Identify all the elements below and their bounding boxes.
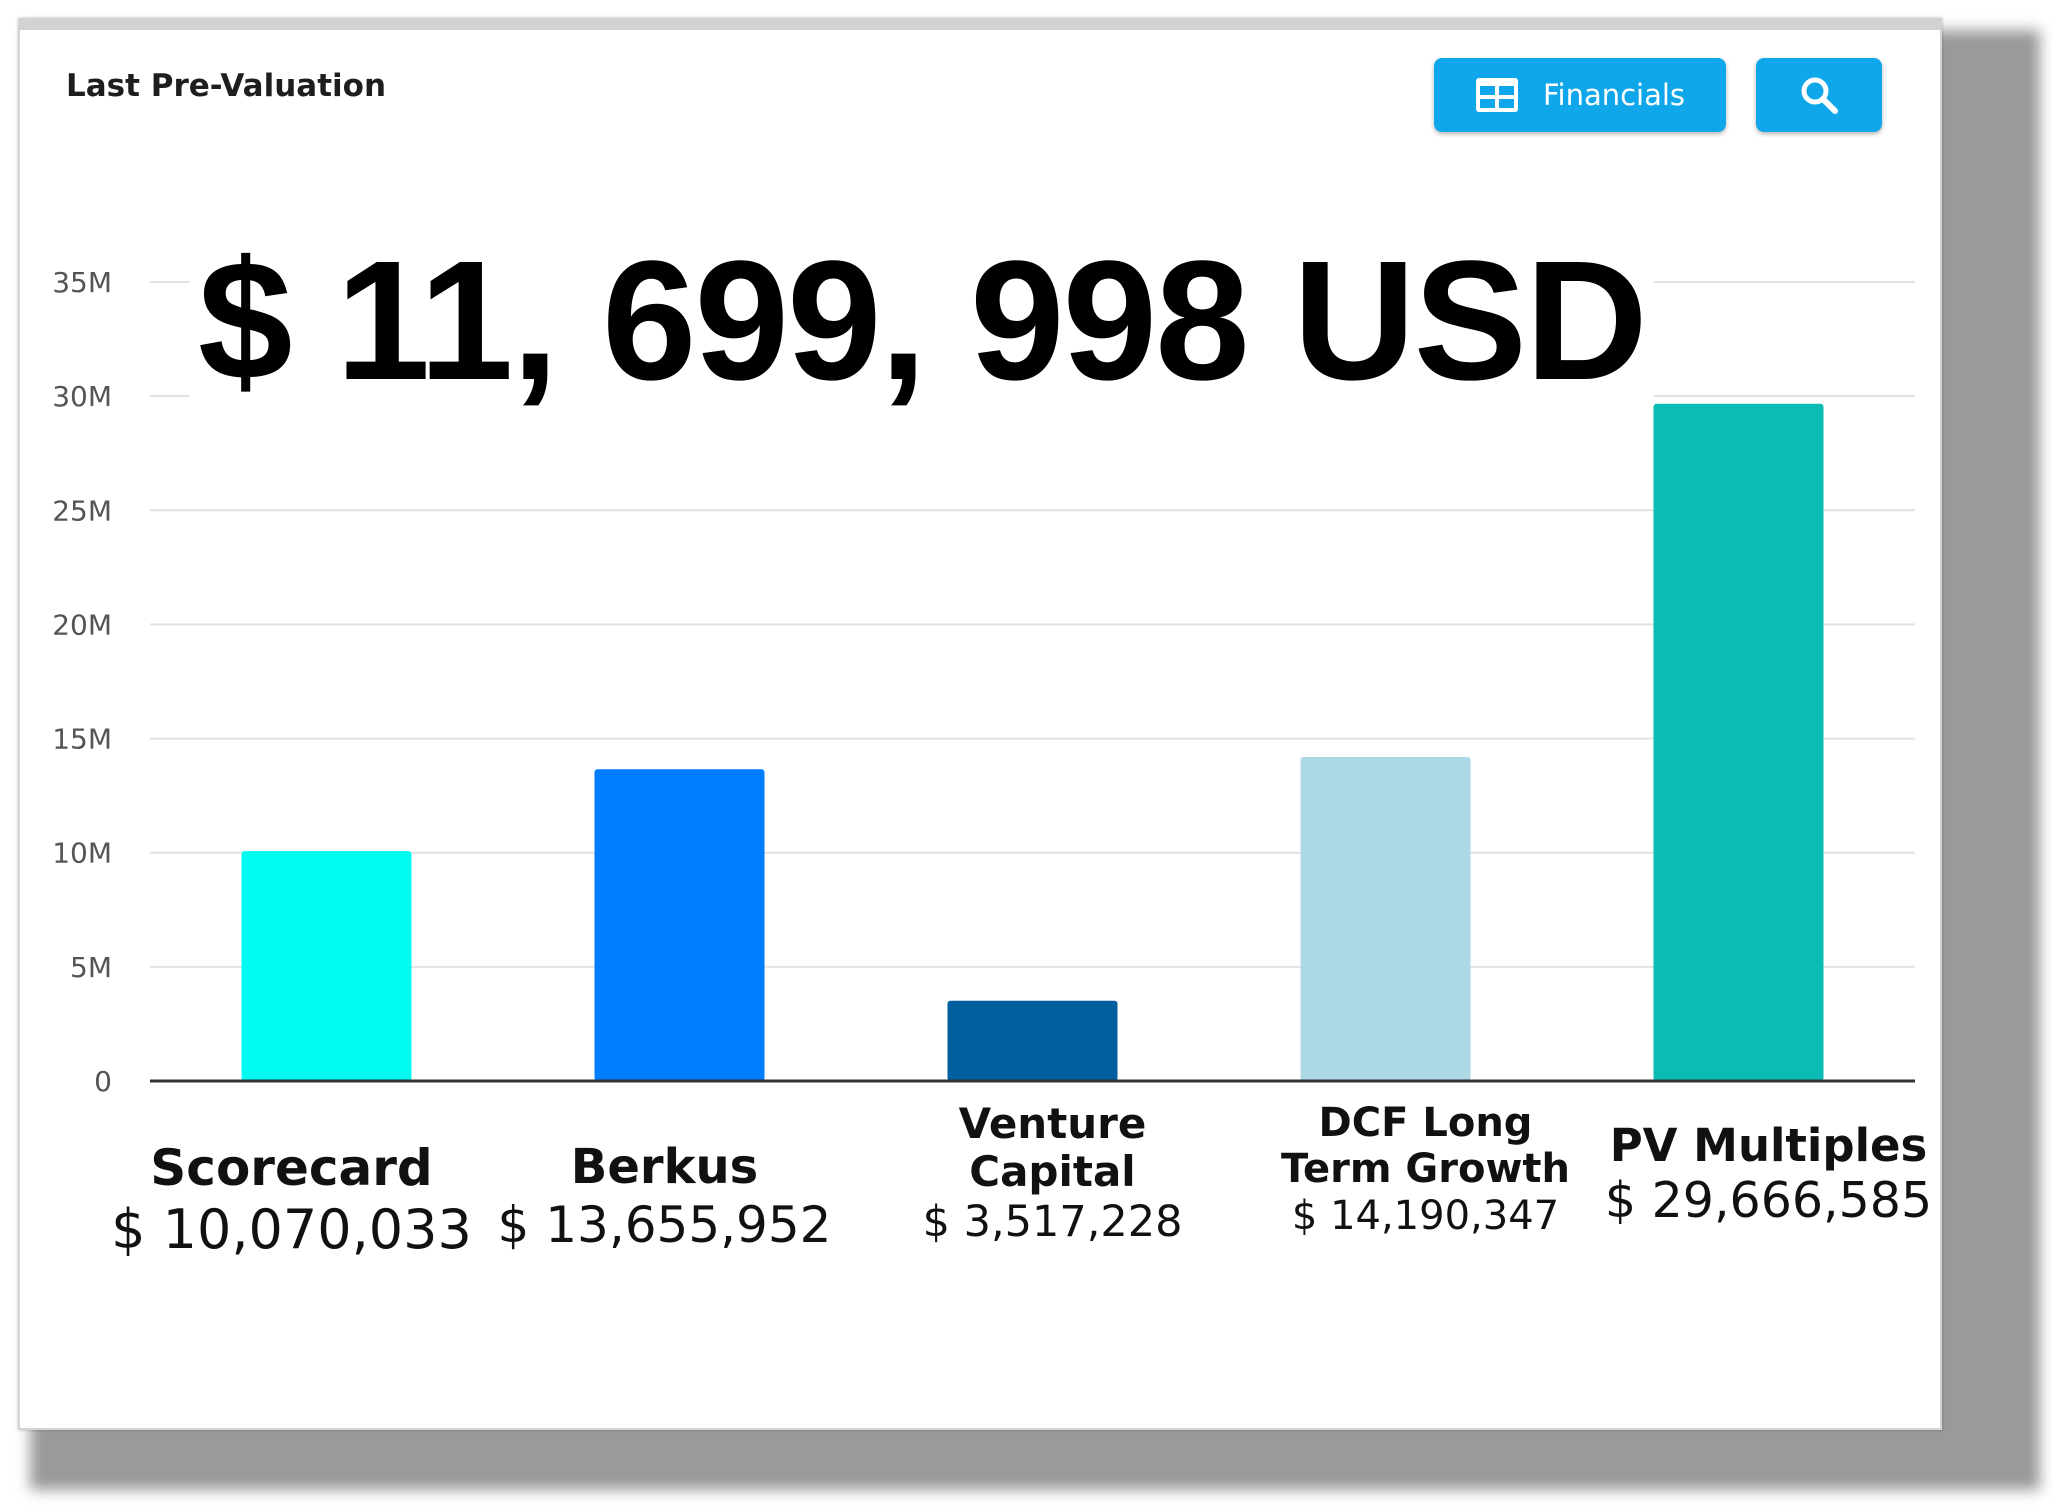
bar-dcf-long-term-growth [1300,757,1471,1081]
bar-scorecard [241,851,412,1081]
category-name: Venture [958,1099,1147,1148]
table-icon [1475,77,1519,113]
y-tick-label: 30M [52,380,112,413]
y-tick-label: 25M [52,494,112,527]
y-tick-label: 10M [52,837,112,870]
y-tick-label: 35M [52,266,112,299]
category-name: PV Multiples [1609,1119,1928,1172]
bar-pv-multiples [1653,403,1824,1081]
headline-valuation: $ 11, 699, 998 USD [190,236,1654,406]
category-value: $ 29,666,585 [1604,1171,1933,1229]
category-name: DCF Long [1318,1100,1533,1146]
financials-button[interactable]: Financials [1434,58,1726,132]
y-tick-label: 15M [52,723,112,756]
category-value: $ 10,070,033 [111,1197,472,1261]
y-tick-label: 0 [94,1065,112,1098]
category-name: Capital [969,1147,1136,1197]
y-tick-label: 20M [52,608,112,641]
financials-label: Financials [1542,78,1686,112]
category-label-scorecard: Scorecard $ 10,070,033 [111,1139,472,1262]
category-name: Berkus [570,1139,759,1195]
category-label-venture-capital: Venture Capital $ 3,517,228 [922,1099,1183,1248]
search-icon [1799,75,1839,115]
category-label-dcf-long-term-growth: DCF Long Term Growth $ 14,190,347 [1281,1100,1570,1240]
category-value: $ 13,655,952 [497,1196,832,1255]
category-name: Scorecard [150,1139,433,1197]
y-tick-label: 5M [70,951,112,984]
category-value: $ 3,517,228 [922,1196,1183,1247]
category-label-pv-multiples: PV Multiples $ 29,666,585 [1605,1120,1932,1231]
category-value: $ 14,190,347 [1291,1193,1560,1239]
category-label-berkus: Berkus $ 13,655,952 [497,1139,832,1255]
bar-berkus [594,769,765,1081]
bar-venture-capital [947,1000,1118,1081]
category-name: Term Growth [1280,1146,1571,1192]
search-button[interactable] [1756,58,1882,132]
card-title: Last Pre-Valuation [66,68,387,104]
